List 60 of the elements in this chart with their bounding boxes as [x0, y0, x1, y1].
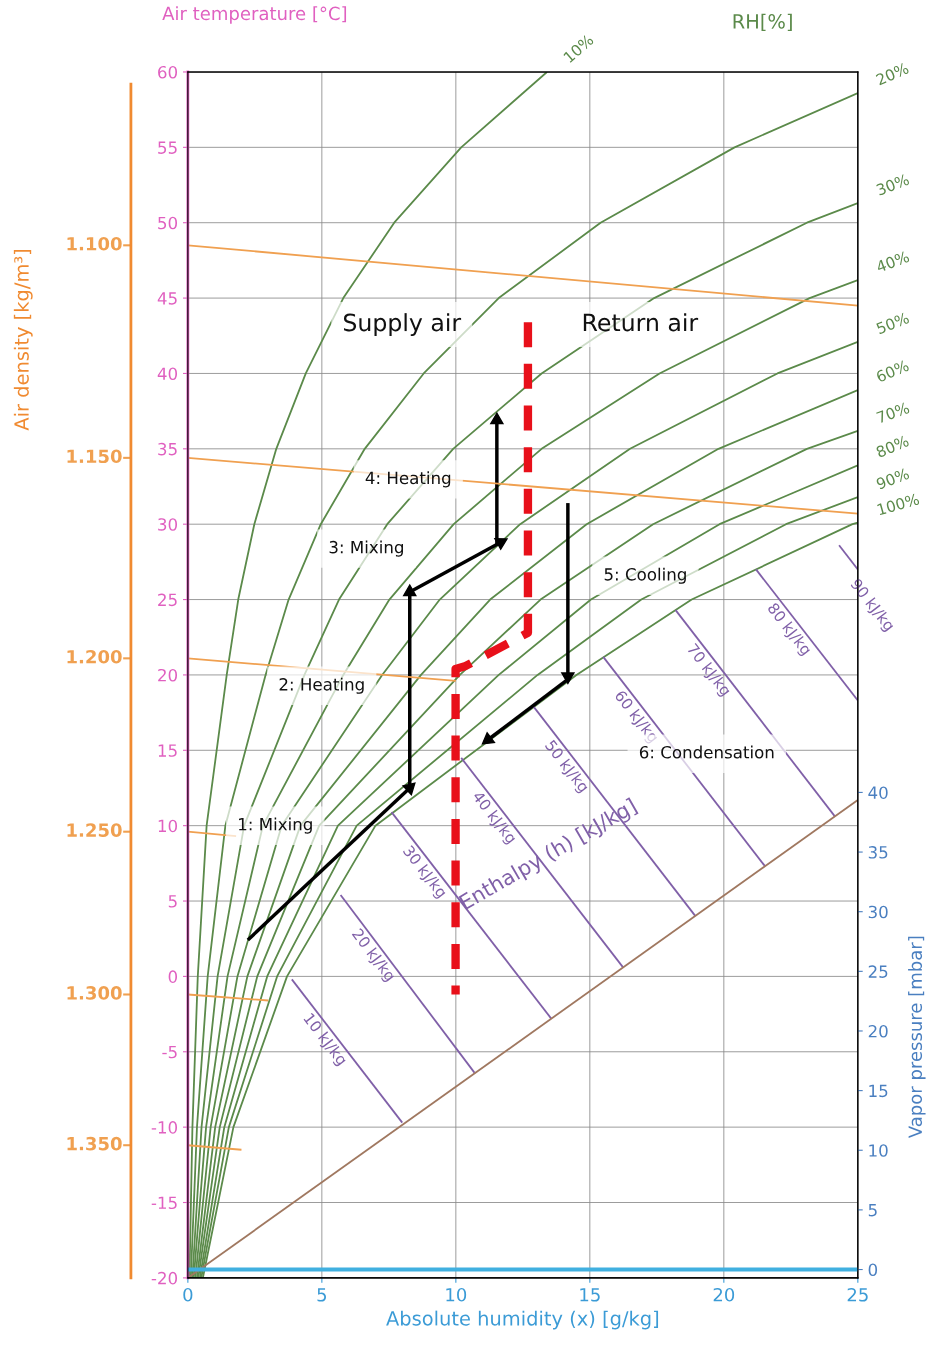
y-tick-label: 20 [158, 668, 178, 682]
text: 80% [875, 434, 910, 458]
text: Air density [kg/m³] [13, 249, 33, 431]
y-tick-label: 35 [158, 442, 177, 456]
text: 40% [875, 250, 910, 273]
y-tick-label: 50 [158, 216, 178, 230]
y-tick-label: -10 [151, 1121, 178, 1134]
y2-tick-label: 20 [868, 1024, 888, 1038]
text: 70% [876, 401, 910, 424]
text: 50% [875, 311, 910, 335]
y-tick-label: 10 [158, 819, 178, 833]
y2-tick-label: 25 [868, 965, 888, 978]
y2-axis-title: Vapor pressure [mbar] [908, 936, 926, 1139]
y-tick-label: 0 [168, 970, 178, 983]
x-axis-title: Absolute humidity (x) [g/kg] [386, 1310, 659, 1330]
x-tick-label: 20 [713, 1287, 735, 1302]
y2-tick-label: 15 [869, 1084, 888, 1098]
x-tick-label: 0 [183, 1287, 193, 1302]
y-tick-label: -5 [162, 1045, 177, 1059]
annotation: 6: Condensation [639, 745, 774, 759]
y-tick-label: 25 [158, 593, 177, 607]
annotation: 5: Cooling [604, 567, 686, 584]
y2-tick-label: 35 [868, 846, 888, 859]
y-tick-label: 55 [158, 141, 177, 154]
y-tick-label: 5 [168, 895, 177, 908]
annotation: 4: Heating [365, 471, 451, 488]
y-tick-label: 15 [158, 744, 177, 757]
text: 100% [876, 493, 920, 516]
legend-label: 1.300 [67, 986, 122, 1000]
y2-tick-label: 10 [869, 1144, 888, 1157]
legend-label: 1.100 [67, 236, 122, 251]
text: 20% [875, 62, 910, 86]
y2-tick-label: 5 [868, 1204, 877, 1217]
y-tick-label: 45 [157, 292, 177, 305]
text: 60% [875, 359, 910, 383]
y2-tick-label: 30 [868, 905, 888, 919]
y2-tick-label: 0 [868, 1263, 878, 1277]
y-tick-label: 30 [158, 518, 178, 531]
annotation: Return air [583, 313, 699, 332]
y2-tick-label: 40 [868, 786, 888, 799]
annotation: Supply air [343, 313, 462, 336]
y-tick-label: -15 [151, 1196, 177, 1210]
legend-label: 1.200 [67, 649, 122, 664]
x-tick-label: 15 [580, 1288, 600, 1302]
x-tick-label: 25 [847, 1287, 868, 1302]
text: 90% [875, 467, 910, 490]
x-tick-label: 10 [446, 1287, 467, 1302]
x-tick-label: 5 [317, 1288, 327, 1302]
text: RH[%] [733, 13, 792, 32]
annotation: 1: Mixing [239, 817, 312, 834]
legend-label: 1.350 [67, 1136, 122, 1151]
y-tick-label: 60 [158, 65, 178, 79]
legend-label: 1.250 [67, 823, 122, 837]
y-tick-label: 40 [157, 367, 178, 381]
legend-label: 1.150 [67, 449, 122, 464]
y-axis-title: Air temperature [°C] [162, 6, 347, 24]
annotation: 2: Heating [279, 677, 364, 694]
y-tick-label: -20 [151, 1271, 178, 1285]
annotation: 3: Mixing [329, 540, 403, 557]
text: 30% [875, 173, 910, 196]
